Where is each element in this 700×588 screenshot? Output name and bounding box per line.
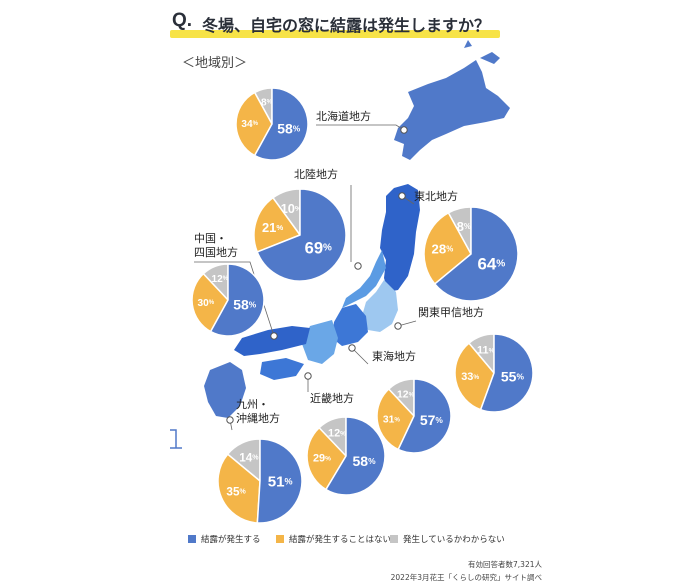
map-kinki	[302, 320, 338, 364]
pie-value-yes: 58%	[277, 120, 301, 136]
japan-map	[170, 40, 510, 449]
leader-dot-6	[304, 372, 312, 380]
source-note: 2022年3月花王「くらしの研究」サイト調べ	[390, 573, 542, 582]
respondent-count: 有効回答者数7,321人	[468, 560, 542, 569]
pie-slice-yes	[256, 438, 303, 524]
pie-value-no: 33%	[461, 371, 479, 383]
map-tokai	[332, 304, 368, 346]
legend-swatch-yes	[188, 535, 196, 543]
pie-value-no: 30%	[198, 297, 215, 308]
region-label-7: 九州・ 沖縄地方	[236, 398, 280, 425]
region-label-6: 近畿地方	[310, 392, 354, 405]
map-kanto	[362, 280, 398, 332]
pie-3: 12% 30% 58%	[191, 263, 265, 337]
pie-slice-yes	[253, 87, 309, 161]
leader-dot-0	[400, 126, 408, 134]
leader-dot-1	[354, 262, 362, 270]
pie-slice-yes	[256, 188, 347, 282]
pie-value-unknown: 8%	[457, 218, 471, 233]
legend-label-unknown: 発生しているかわからない	[403, 535, 505, 545]
pie-slice-yes	[209, 263, 265, 337]
pie-value-no: 35%	[226, 485, 246, 498]
japan-map-pie-chart: 8%34% 58%10%21%69%8%28%64%12%30% 58%11%33%…	[170, 40, 534, 524]
pie-slice-no	[454, 342, 495, 411]
pie-slice-no	[217, 453, 261, 524]
chart-title: 冬場、自宅の窓に結露は発生しますか？	[202, 16, 491, 35]
region-label-1: 北陸地方	[294, 168, 338, 181]
pie-value-unknown: 11%	[477, 344, 495, 356]
pie-value-yes: 57%	[420, 412, 444, 428]
map-shikoku	[260, 358, 304, 380]
pie-value-yes: 69%	[305, 238, 332, 257]
pie-slice-yes	[433, 206, 519, 302]
pie-value-unknown: 12%	[328, 428, 346, 440]
leader-dot-2	[398, 192, 406, 200]
legend-item-no: 結露が発生することはない	[276, 533, 391, 545]
pie-value-no: 29%	[313, 453, 331, 465]
pie-value-unknown: 14%	[239, 451, 259, 464]
leader-dot-4	[394, 322, 402, 330]
region-label-5: 東海地方	[372, 350, 416, 363]
pie-group: 8%34% 58%10%21%69%8%28%64%12%30% 58%11%33%…	[191, 87, 534, 524]
leader-lines	[194, 124, 417, 431]
legend-label-yes: 結露が発生する	[201, 535, 261, 545]
map-hokuriku	[342, 250, 386, 308]
pie-value-unknown: 12%	[211, 274, 228, 285]
region-label-4: 関東甲信地方	[418, 306, 484, 319]
legend-item-unknown: 発生しているかわからない	[390, 533, 505, 545]
pie-6: 12% 29% 58%	[306, 416, 386, 496]
leader-dot-3	[270, 332, 278, 340]
leader-dot-5	[348, 344, 356, 352]
legend-label-no: 結露が発生することはない	[289, 535, 392, 545]
legend-item-yes: 結露が発生する	[188, 533, 261, 545]
pie-value-unknown: 8%	[261, 97, 273, 108]
leader-line-0	[316, 124, 405, 131]
leader-dot-7	[226, 416, 234, 424]
pie-slice-yes	[324, 416, 386, 496]
map-okinawa	[170, 429, 182, 449]
pie-value-no: 28%	[432, 241, 454, 256]
legend-swatch-no	[276, 535, 284, 543]
region-label-3: 中国・ 四国地方	[194, 232, 238, 259]
pie-value-unknown: 10%	[281, 200, 302, 215]
pie-value-unknown: 12%	[397, 389, 415, 400]
map-hokkaido	[394, 60, 510, 160]
title-q-mark: Q.	[172, 10, 193, 31]
map-kyushu	[204, 362, 246, 418]
pie-value-no: 34%	[241, 119, 258, 130]
pie-2: 8%28% 64%	[423, 206, 519, 302]
pie-4: 11% 33% 55%	[454, 333, 534, 413]
pie-value-no: 21%	[262, 220, 283, 235]
pie-slice-no	[191, 272, 229, 333]
pie-slice-yes	[479, 333, 534, 413]
chart-card: Q. 冬場、自宅の窓に結露は発生しますか？ ＜地域別＞ 8% 34% 58% 10% 2…	[146, 0, 556, 588]
pie-7: 14% 35% 51%	[217, 438, 303, 524]
region-label-2: 東北地方	[414, 190, 458, 203]
pie-slice-yes	[397, 378, 452, 454]
pie-5: 12% 31% 57%	[376, 378, 452, 454]
leader-line-5	[351, 347, 369, 365]
map-tohoku	[380, 184, 420, 292]
region-label-0: 北海道地方	[316, 110, 371, 123]
pie-slice-no	[253, 196, 302, 253]
map-chugoku	[234, 326, 310, 356]
pie-value-yes: 55%	[501, 368, 525, 384]
pie-value-yes: 64%	[477, 254, 505, 273]
legend-swatch-unknown	[390, 535, 398, 543]
pie-value-no: 31%	[383, 414, 401, 425]
map-hokkaido-islands	[464, 40, 500, 64]
pie-value-yes: 58%	[352, 453, 376, 469]
pie-value-yes: 51%	[268, 473, 293, 490]
pie-slice-no	[423, 211, 472, 286]
chart-subtitle: ＜地域別＞	[182, 56, 248, 71]
pie-slice-no	[306, 426, 347, 491]
pie-1: 10% 21% 69%	[253, 188, 347, 282]
pie-0: 8%34% 58%	[235, 87, 309, 161]
leader-line-3	[194, 261, 275, 337]
title-highlight	[170, 30, 500, 38]
pie-value-yes: 58%	[233, 296, 257, 312]
